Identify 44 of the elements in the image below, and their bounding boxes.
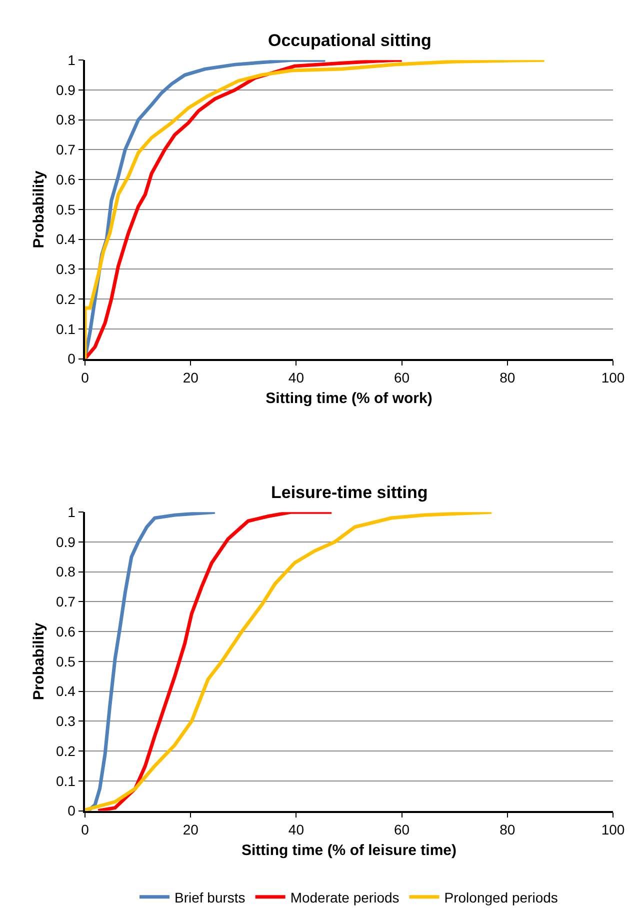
x-tick-label: 80 bbox=[500, 821, 516, 838]
x-tick-label: 0 bbox=[81, 369, 90, 386]
y-tick-label: 0.4 bbox=[56, 683, 76, 700]
y-tick-label: 0.2 bbox=[56, 742, 76, 759]
x-tick-label: 20 bbox=[182, 821, 199, 838]
y-tick-label: 0.7 bbox=[56, 142, 76, 158]
x-tick-label: 100 bbox=[601, 821, 625, 838]
x-tick-label: 40 bbox=[288, 821, 304, 838]
y-tick-label: 0.4 bbox=[56, 231, 76, 248]
x-tick-label: 100 bbox=[601, 369, 625, 386]
x-tick-label: 80 bbox=[500, 369, 516, 386]
y-tick-label: 0.1 bbox=[56, 320, 76, 337]
legend-label: Moderate periods bbox=[290, 889, 400, 906]
y-axis-title: Probability bbox=[30, 170, 48, 248]
x-tick-label: 60 bbox=[394, 369, 410, 386]
y-tick-label: 1 bbox=[68, 52, 76, 68]
y-tick-label: 0.3 bbox=[56, 713, 76, 730]
y-tick-label: 0.7 bbox=[56, 594, 76, 610]
y-tick-label: 0.1 bbox=[56, 772, 76, 789]
y-tick-label: 0.8 bbox=[56, 564, 76, 580]
y-tick-label: 0 bbox=[68, 350, 76, 367]
y-tick-label: 1 bbox=[68, 504, 76, 520]
y-tick-label: 0.6 bbox=[56, 171, 76, 188]
x-tick-label: 60 bbox=[394, 821, 410, 838]
x-tick-label: 0 bbox=[81, 821, 90, 838]
y-tick-label: 0.5 bbox=[56, 201, 76, 218]
x-axis-title: Sitting time (% of work) bbox=[266, 390, 432, 407]
chart-title: Occupational sitting bbox=[268, 31, 432, 50]
y-tick-label: 0.9 bbox=[56, 534, 76, 550]
y-tick-label: 0.9 bbox=[56, 82, 76, 98]
legend-label: Prolonged periods bbox=[444, 889, 558, 906]
y-tick-label: 0.6 bbox=[56, 623, 76, 640]
y-tick-label: 0 bbox=[68, 802, 76, 819]
chart-title: Leisure-time sitting bbox=[271, 483, 428, 502]
line-series bbox=[96, 512, 334, 811]
y-tick-label: 0.5 bbox=[56, 653, 76, 670]
y-tick-label: 0.2 bbox=[56, 290, 76, 307]
y-axis-title: Probability bbox=[30, 622, 48, 700]
x-tick-label: 20 bbox=[182, 369, 199, 386]
legend-label: Brief bursts bbox=[174, 889, 246, 906]
y-tick-label: 0.8 bbox=[56, 112, 76, 128]
y-tick-label: 0.3 bbox=[56, 261, 76, 278]
x-tick-label: 40 bbox=[288, 369, 304, 386]
x-axis-title: Sitting time (% of leisure time) bbox=[241, 842, 457, 859]
